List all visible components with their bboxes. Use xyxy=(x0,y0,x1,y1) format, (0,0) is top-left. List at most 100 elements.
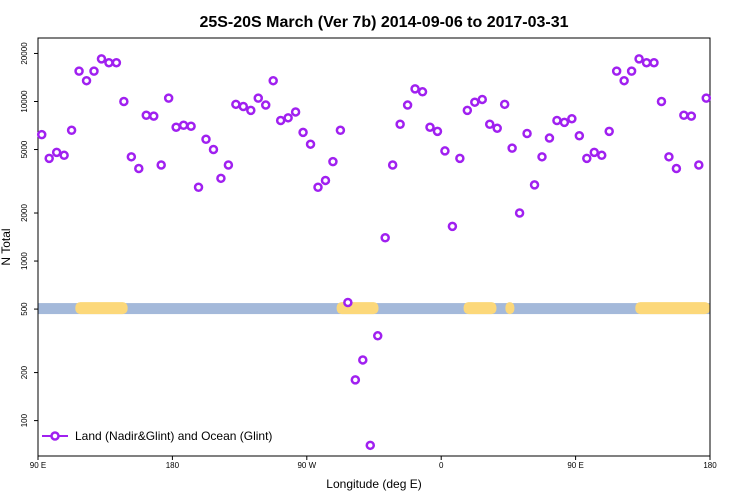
data-point xyxy=(171,122,181,132)
data-point xyxy=(89,66,99,76)
data-point xyxy=(275,115,286,126)
data-point xyxy=(410,84,420,94)
data-point xyxy=(231,99,241,110)
data-point xyxy=(44,153,54,164)
data-point xyxy=(544,133,555,143)
data-point xyxy=(447,221,458,232)
legend: Land (Nadir&Glint) and Ocean (Glint) xyxy=(42,429,272,443)
data-point xyxy=(589,147,600,158)
data-point xyxy=(358,355,368,365)
data-point xyxy=(686,111,697,121)
data-point xyxy=(141,110,152,120)
data-point xyxy=(134,163,144,174)
data-points xyxy=(36,54,712,451)
data-point xyxy=(283,113,293,123)
land-segment xyxy=(75,302,128,315)
data-point xyxy=(126,152,137,162)
data-point xyxy=(574,130,585,141)
data-point xyxy=(656,96,667,107)
data-point xyxy=(492,123,502,133)
data-point xyxy=(634,54,644,64)
y-tick-label: 500 xyxy=(20,302,29,316)
y-tick-label: 200 xyxy=(20,365,29,379)
data-point xyxy=(455,153,465,164)
data-point xyxy=(51,147,62,158)
y-tick-label: 10000 xyxy=(20,90,29,113)
data-point xyxy=(156,160,166,170)
data-point xyxy=(320,175,331,186)
data-point xyxy=(440,146,450,156)
data-point xyxy=(387,160,398,170)
data-point xyxy=(246,105,256,116)
data-point xyxy=(701,93,712,103)
data-point xyxy=(313,182,323,193)
data-point xyxy=(514,208,525,218)
x-axis-label: Longitude (deg E) xyxy=(326,477,421,491)
y-tick-label: 100 xyxy=(20,413,29,427)
plot-frame xyxy=(37,37,711,457)
data-point xyxy=(81,75,92,86)
data-point xyxy=(559,117,570,128)
chart-title: 25S-20S March (Ver 7b) 2014-09-06 to 201… xyxy=(199,14,568,31)
data-point xyxy=(679,110,689,120)
surface-strip xyxy=(38,302,710,315)
data-point xyxy=(671,163,682,174)
land-segment xyxy=(635,302,710,315)
legend-marker xyxy=(50,431,60,441)
data-point xyxy=(649,57,659,68)
data-point xyxy=(365,440,376,451)
legend-label: Land (Nadir&Glint) and Ocean (Glint) xyxy=(75,429,272,443)
data-point xyxy=(119,96,129,107)
data-point xyxy=(178,120,189,130)
data-point xyxy=(611,66,622,76)
x-tick-label: 90 E xyxy=(30,461,46,470)
data-point xyxy=(499,99,510,110)
data-point xyxy=(298,127,308,138)
y-tick-label: 1000 xyxy=(20,252,29,270)
data-point xyxy=(507,143,517,153)
data-point xyxy=(163,93,174,103)
y-tick-label: 2000 xyxy=(20,204,29,222)
data-point xyxy=(290,107,301,117)
data-point xyxy=(484,119,495,130)
data-point xyxy=(641,57,652,68)
data-point xyxy=(305,139,316,149)
data-point xyxy=(343,297,353,308)
data-point xyxy=(223,160,234,170)
data-point xyxy=(96,54,107,64)
data-point xyxy=(664,152,674,162)
data-point xyxy=(425,122,435,132)
data-point xyxy=(148,111,159,121)
data-point xyxy=(694,160,704,170)
x-tick-label: 90 E xyxy=(567,461,583,470)
data-point xyxy=(216,173,226,184)
data-point xyxy=(59,150,69,161)
data-point xyxy=(582,153,592,164)
data-point xyxy=(66,125,77,136)
data-point xyxy=(350,375,361,385)
data-point xyxy=(193,182,204,193)
data-point xyxy=(417,87,428,97)
data-point xyxy=(552,115,562,126)
data-point xyxy=(186,121,196,131)
data-point xyxy=(567,113,577,124)
data-point xyxy=(36,129,47,140)
y-axis-ticks: 100 200 500 1000 2000 5000 10000 20000 xyxy=(20,42,38,427)
data-point xyxy=(522,128,532,139)
data-point xyxy=(596,150,607,161)
data-point xyxy=(201,134,211,144)
data-point xyxy=(626,66,637,76)
land-segment xyxy=(336,302,379,315)
data-point xyxy=(470,97,480,107)
data-point xyxy=(380,232,390,243)
x-tick-label: 180 xyxy=(703,461,717,470)
y-tick-label: 5000 xyxy=(20,140,29,158)
land-segment xyxy=(463,302,497,315)
x-tick-label: 90 W xyxy=(297,461,316,470)
y-axis-label: N Total xyxy=(0,228,13,265)
data-point xyxy=(238,101,249,112)
data-point xyxy=(328,156,338,167)
data-point xyxy=(268,75,278,86)
data-point xyxy=(260,100,271,110)
data-point xyxy=(402,100,413,110)
